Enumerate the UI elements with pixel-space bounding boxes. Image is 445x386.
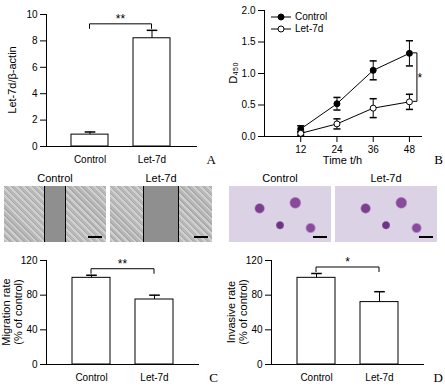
svg-text:120: 120 <box>246 255 263 266</box>
svg-text:*: * <box>345 255 350 269</box>
svg-text:6: 6 <box>32 62 38 73</box>
svg-text:80: 80 <box>251 289 263 300</box>
html-text:Time t/h: Time t/h <box>322 154 363 166</box>
svg-text:1.5: 1.5 <box>242 36 256 47</box>
svg-text:1.0: 1.0 <box>242 68 256 79</box>
html-text:B: B <box>434 152 443 167</box>
svg-text:0: 0 <box>257 359 263 370</box>
svg-text:80: 80 <box>26 289 38 300</box>
svg-text:0.5: 0.5 <box>242 99 256 110</box>
svg-text:48: 48 <box>404 144 416 155</box>
svg-text:**: ** <box>116 12 126 26</box>
svg-text:Control: Control <box>75 372 107 383</box>
svg-text:**: ** <box>118 257 128 271</box>
html-text:Let-7d: Let-7d <box>370 172 402 184</box>
html-text:Migration rate (% of control): Migration rate (% of control) <box>0 278 24 346</box>
svg-text:12: 12 <box>295 144 307 155</box>
svg-text:0: 0 <box>32 141 38 152</box>
svg-text:2: 2 <box>32 114 38 125</box>
svg-text:40: 40 <box>26 324 38 335</box>
svg-text:2.0: 2.0 <box>242 5 256 16</box>
html-text:Let-7d/β-actin: Let-7d/β-actin <box>6 46 18 114</box>
svg-text:Let-7d: Let-7d <box>140 372 168 383</box>
html-text:Let-7d: Let-7d <box>295 23 324 34</box>
svg-text:Let-7d: Let-7d <box>138 154 166 165</box>
svg-text:24: 24 <box>331 144 343 155</box>
svg-text:Control: Control <box>74 154 106 165</box>
html-text:Invasive rate (% of control): Invasive rate (% of control) <box>225 279 249 345</box>
svg-text:0.0: 0.0 <box>242 131 256 142</box>
html-text:Control: Control <box>262 172 298 184</box>
html-text:Control: Control <box>37 172 73 184</box>
svg-text:Let-7d: Let-7d <box>365 372 393 383</box>
html-text:A: A <box>206 152 216 167</box>
svg-text:36: 36 <box>368 144 380 155</box>
svg-text:*: * <box>418 71 423 85</box>
svg-text:40: 40 <box>251 324 263 335</box>
html-text:Control: Control <box>295 11 328 22</box>
svg-text:10: 10 <box>26 9 38 20</box>
html-text:D₄₅₀: D₄₅₀ <box>227 62 239 84</box>
svg-text:8: 8 <box>32 35 38 46</box>
svg-text:4: 4 <box>32 88 38 99</box>
svg-text:120: 120 <box>21 255 38 266</box>
svg-text:Control: Control <box>300 372 332 383</box>
html-text:D: D <box>433 370 443 385</box>
html-text:Let-7d: Let-7d <box>145 172 177 184</box>
html-text:C: C <box>209 370 218 385</box>
svg-text:0: 0 <box>32 359 38 370</box>
